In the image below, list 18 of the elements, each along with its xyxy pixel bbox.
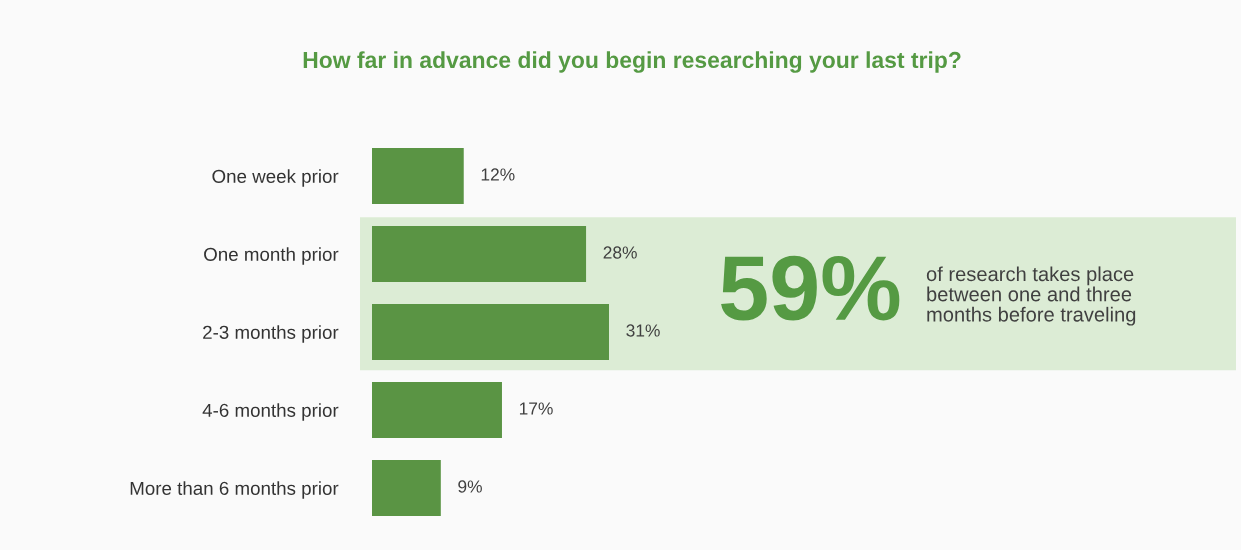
text: of research takes place between one and three months before traveling (926, 266, 1136, 326)
text: 59% (721, 255, 900, 321)
data-label: 12% (481, 168, 515, 181)
chart-title: How far in advance did you begin researching your last trip? (303, 51, 961, 73)
bar (372, 147, 464, 205)
y-tick-label: 4-6 months prior (202, 403, 339, 421)
bar (372, 381, 502, 439)
bar (372, 225, 587, 283)
bar (372, 303, 609, 361)
data-label: 17% (519, 402, 553, 415)
bar (372, 459, 441, 517)
y-tick-label: One week prior (212, 169, 339, 187)
y-tick-label: More than 6 months prior (130, 481, 339, 499)
data-label: 31% (626, 324, 660, 337)
y-tick-label: One month prior (204, 247, 339, 265)
y-tick-label: 2-3 months prior (203, 325, 339, 343)
data-label: 9% (458, 480, 482, 493)
data-label: 28% (603, 246, 637, 259)
